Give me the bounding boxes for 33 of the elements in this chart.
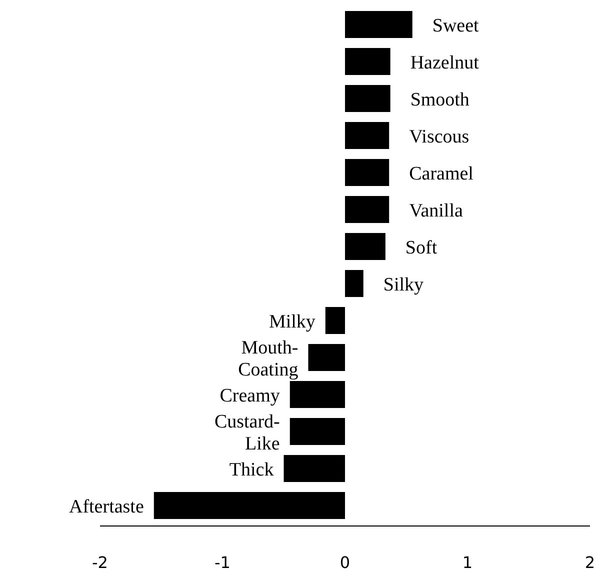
y-tick-label: Creamy xyxy=(220,386,280,406)
x-tick-label: -2 xyxy=(92,553,108,572)
y-tick-label: Aftertaste xyxy=(68,496,144,518)
y-tick-label: Smooth xyxy=(410,90,470,110)
y-tick-label: Milky xyxy=(268,312,316,332)
y-tick-label: Soft xyxy=(405,238,438,258)
y-tick-label: Caramel xyxy=(409,164,474,184)
y-tick-label: Viscous xyxy=(409,126,470,148)
bar xyxy=(325,307,345,334)
bar xyxy=(345,122,390,149)
bar xyxy=(154,492,345,519)
bar xyxy=(345,11,412,38)
y-tick-label: Mouth-Coating xyxy=(238,338,299,380)
bar xyxy=(345,270,364,297)
bar xyxy=(345,159,390,186)
bar xyxy=(345,233,386,260)
y-tick-label: Sweet xyxy=(432,16,480,36)
y-tick-label: Silky xyxy=(383,274,424,296)
x-tick-label: 2 xyxy=(584,553,596,572)
y-tick-label: Hazelnut xyxy=(410,52,480,74)
bar xyxy=(284,455,345,482)
y-tick-label: Vanilla xyxy=(409,200,464,222)
y-tick-label: Custard-Like xyxy=(214,412,280,454)
bar xyxy=(345,196,390,223)
bar xyxy=(290,418,345,445)
x-tick-label: 1 xyxy=(462,553,473,572)
bar xyxy=(345,48,390,75)
y-tick-label: Thick xyxy=(229,460,274,480)
x-tick-label: -1 xyxy=(214,553,230,572)
bar xyxy=(345,85,390,112)
bar xyxy=(308,344,345,371)
bar xyxy=(290,381,345,408)
x-tick-label: 0 xyxy=(340,553,350,572)
